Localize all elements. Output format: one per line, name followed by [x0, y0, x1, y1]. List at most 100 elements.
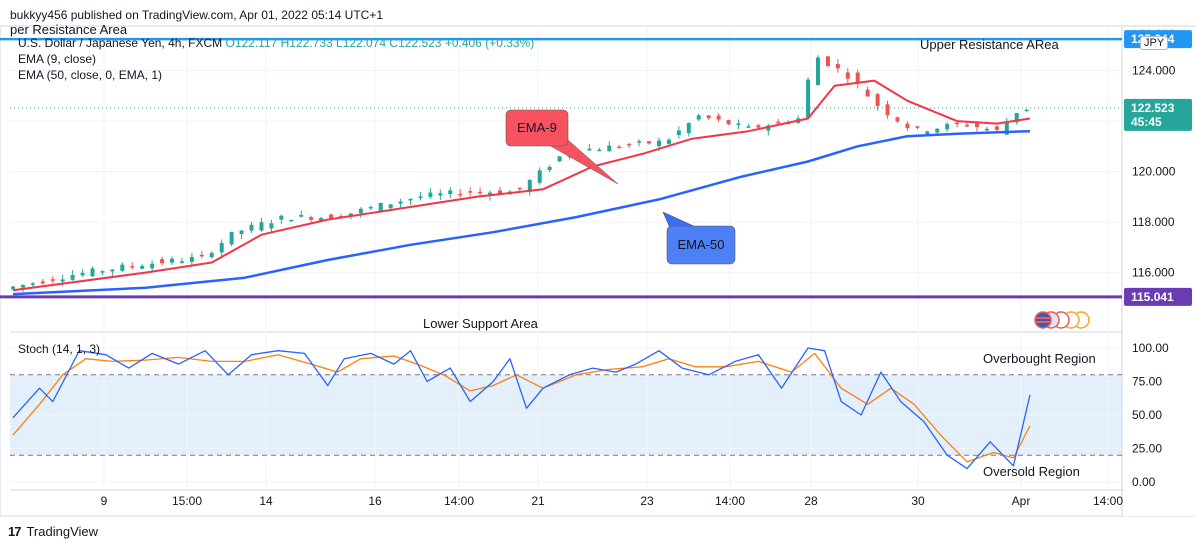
ema9-callout: EMA-9 [505, 109, 619, 185]
candle-body [30, 283, 35, 285]
candle-body [815, 57, 820, 86]
tradingview-logo-icon: 17 [8, 524, 22, 539]
candle-body [994, 126, 999, 130]
candle-body [617, 146, 622, 149]
last-price-tag-text: 45:45 [1131, 115, 1162, 129]
candle-body [597, 149, 602, 152]
candle-body [656, 140, 661, 147]
candle-body [766, 125, 771, 131]
ema9-legend[interactable]: EMA (9, close) [18, 52, 97, 66]
stoch-d-path [12, 352, 1031, 463]
currency-button[interactable]: JPY [1140, 36, 1169, 50]
time-tick-label: 16 [368, 494, 382, 508]
tradingview-footer[interactable]: 17 TradingView [8, 524, 98, 539]
candle-body [706, 115, 711, 119]
time-tick-label: 9 [101, 494, 108, 508]
candle-body [676, 130, 681, 136]
candle-body [607, 145, 612, 152]
time-tick-label: 23 [640, 494, 654, 508]
candle-body [497, 190, 502, 194]
stoch-legend[interactable]: Stoch (14, 1, 3) [18, 342, 101, 356]
support-price-tag-bg [1124, 287, 1192, 306]
candle-body [547, 166, 552, 171]
candle-body [527, 180, 532, 192]
candle-body [587, 148, 592, 151]
economic-events-icon[interactable] [1034, 311, 1090, 329]
candle-body [329, 214, 334, 220]
candle-body [537, 170, 542, 183]
candle-body [199, 254, 204, 257]
time-tick-label: 14:00 [715, 494, 745, 508]
candle-body [269, 223, 274, 229]
stoch-tick-label: 75.00 [1132, 375, 1162, 389]
candle-body [279, 215, 284, 220]
candle-body [945, 124, 950, 130]
candle-body [368, 206, 373, 209]
candle-body [468, 191, 473, 193]
candlestick-series [11, 55, 1029, 292]
candle-body [955, 122, 960, 125]
candle-body [358, 208, 363, 214]
time-tick-label: 14:00 [444, 494, 474, 508]
candle-body [806, 79, 811, 118]
candle-body [1024, 109, 1029, 112]
candle-body [895, 117, 900, 122]
ema50-callout: EMA-50 [662, 211, 736, 265]
candle-body [229, 231, 234, 245]
candle-body [716, 115, 721, 120]
candle-body [408, 198, 413, 201]
time-tick-label: Apr [1012, 494, 1031, 508]
ema9-path [12, 79, 1031, 292]
candle-body [666, 139, 671, 144]
ema50-legend[interactable]: EMA (50, close, 0, EMA, 1) [18, 68, 163, 82]
candle-body [80, 272, 85, 276]
symbol-name[interactable]: U.S. Dollar / Japanese Yen, 4h, FXCM [18, 36, 223, 50]
time-tick-label: 28 [804, 494, 818, 508]
candle-body [70, 275, 75, 280]
candle-body [219, 242, 224, 253]
stoch-tick-label: 25.00 [1132, 442, 1162, 456]
candle-body [249, 224, 254, 231]
candle-body [488, 192, 493, 196]
candle-body [50, 279, 55, 281]
price-tick-label: 124.000 [1132, 64, 1176, 78]
time-tick-label: 15:00 [172, 494, 202, 508]
close-value: C122.523 [389, 36, 442, 50]
candle-body [756, 125, 761, 128]
candle-body [110, 269, 115, 272]
candle-body [259, 222, 264, 231]
candle-body [438, 193, 443, 196]
candle-body [855, 72, 860, 84]
ema50-callout-label: EMA-50 [678, 237, 725, 252]
candle-body [637, 141, 642, 143]
support-price-tag: 115.041 [1124, 287, 1192, 306]
price-tick-label: 118.000 [1132, 215, 1175, 229]
price-axis: 116.000118.000120.000122.000124.0000.002… [1123, 27, 1196, 516]
candle-body [20, 284, 25, 288]
candle-body [875, 94, 880, 106]
candle-body [90, 268, 95, 277]
stoch-tick-label: 0.00 [1132, 475, 1156, 489]
time-tick-label: 14:00 [1093, 494, 1123, 508]
candle-body [696, 115, 701, 120]
candle-body [289, 219, 294, 222]
time-tick-label: 14 [259, 494, 273, 508]
candle-body [60, 279, 65, 282]
candle-body [915, 126, 920, 128]
last-price-tag-bg [1124, 98, 1192, 131]
candle-body [40, 281, 45, 284]
candle-body [627, 143, 632, 146]
candle-body [348, 213, 353, 216]
candle-body [319, 217, 324, 221]
open-value: O122.117 [225, 36, 278, 50]
candle-body [120, 264, 125, 271]
candle-body [170, 258, 175, 263]
candle-body [1014, 113, 1019, 123]
candle-body [726, 120, 731, 125]
lower-support-label: Lower Support Area [423, 316, 539, 331]
time-axis: 9 15:00 14 16 14:00 21 23 14:00 28 30 Apr 14:00 [101, 494, 1124, 508]
